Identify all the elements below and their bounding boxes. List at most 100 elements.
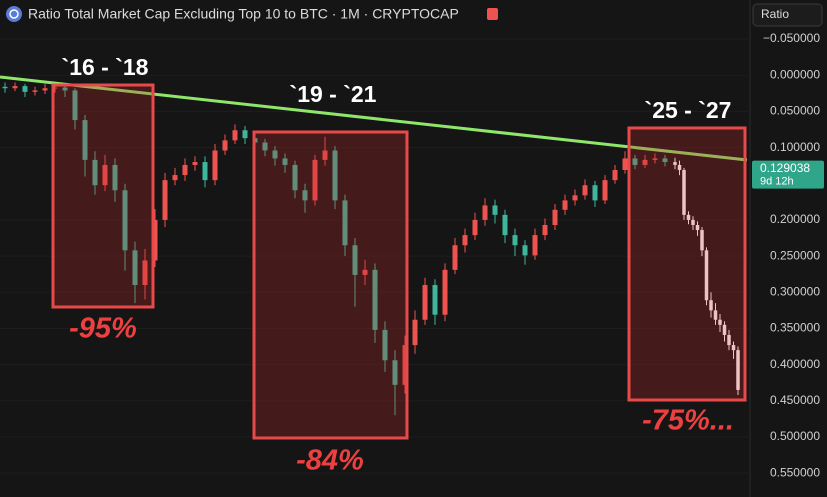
- period-box: [627, 126, 747, 402]
- last-price-tag: [752, 160, 824, 189]
- candle-body: [562, 200, 568, 210]
- candles: [2, 82, 740, 416]
- candle-body: [272, 150, 278, 159]
- candle-body: [412, 319, 418, 346]
- candle-body: [22, 86, 28, 92]
- y-tick-label: 0.200000: [770, 212, 820, 226]
- candle-body: [686, 214, 691, 220]
- candle-body: [552, 209, 558, 225]
- symbol-icon: [6, 6, 22, 22]
- candle-body: [192, 162, 198, 165]
- candle-body: [332, 150, 338, 201]
- y-tick-label: 0.000000: [770, 67, 820, 81]
- candle-body: [262, 142, 268, 151]
- change-label: -75%...: [642, 405, 734, 437]
- candle-body: [492, 205, 498, 215]
- y-tick-label: 0.500000: [770, 429, 820, 443]
- candle-body: [662, 158, 668, 163]
- candle-body: [704, 250, 709, 301]
- candle-body: [142, 260, 148, 286]
- candle-body: [162, 180, 168, 220]
- candle-body: [182, 164, 188, 176]
- candle-body: [52, 87, 58, 89]
- candle-body: [642, 159, 648, 165]
- candle-body: [542, 224, 548, 236]
- candle-body: [452, 245, 458, 270]
- candle-body: [612, 170, 618, 181]
- candle-body: [592, 185, 598, 201]
- candle-body: [112, 164, 118, 191]
- candle-body: [382, 329, 388, 361]
- candle-body: [12, 86, 18, 89]
- candle-body: [352, 245, 358, 275]
- candle-body: [82, 120, 88, 160]
- last-price-label: 0.129038: [760, 161, 810, 175]
- candle-body: [718, 319, 722, 325]
- candle-body: [673, 162, 677, 165]
- candle-body: [472, 219, 478, 236]
- candle-body: [512, 235, 518, 246]
- change-label: -95%: [69, 313, 137, 345]
- candle-body: [622, 158, 628, 171]
- y-tick-label: 0.250000: [770, 248, 820, 262]
- candle-body: [677, 164, 682, 171]
- candle-body: [222, 140, 228, 151]
- candle-body: [432, 285, 438, 315]
- candle-body: [202, 162, 208, 181]
- y-tick-label: 0.100000: [770, 140, 820, 154]
- trendline: [0, 75, 748, 162]
- candle-body: [532, 235, 538, 256]
- candle-body: [462, 235, 468, 246]
- candle-body: [312, 159, 318, 201]
- scale-button[interactable]: [752, 3, 823, 27]
- y-tick-label: −0.050000: [763, 31, 820, 45]
- candle-body: [2, 86, 8, 89]
- candle-body: [632, 158, 638, 165]
- candle-body: [292, 164, 298, 191]
- period-box: [51, 83, 155, 309]
- candle-body: [727, 334, 731, 346]
- candle-body: [42, 88, 48, 91]
- candle-body: [700, 230, 704, 251]
- candle-body: [132, 250, 138, 286]
- candle-body: [212, 150, 218, 181]
- boxes: [51, 83, 747, 440]
- candle-body: [102, 164, 108, 186]
- candle-body: [582, 185, 588, 196]
- candle-body: [709, 300, 713, 311]
- change-label: -84%: [296, 445, 364, 477]
- candle-body: [502, 214, 508, 236]
- candle-body: [322, 150, 328, 160]
- flag-icon[interactable]: [487, 8, 498, 20]
- candle-body: [722, 324, 727, 335]
- period-label: `25 - `27: [645, 97, 732, 123]
- symbol-icon-inner: [9, 9, 19, 19]
- y-tick-label: 0.400000: [770, 357, 820, 371]
- candle-body: [422, 285, 428, 320]
- y-tick-label: 0.550000: [770, 465, 820, 479]
- candle-body: [691, 219, 695, 225]
- candle-body: [442, 269, 448, 315]
- candle-body: [242, 130, 248, 139]
- candle-body: [392, 360, 398, 385]
- candle-body: [172, 175, 178, 181]
- period-label: `19 - `21: [290, 81, 377, 107]
- scale-button-label[interactable]: Ratio: [761, 7, 789, 21]
- candle-body: [372, 269, 378, 330]
- candle-body: [731, 345, 736, 351]
- candle-body: [736, 350, 740, 390]
- candle-body: [232, 130, 238, 141]
- candle-body: [32, 90, 38, 92]
- candle-body: [342, 200, 348, 246]
- grid: [0, 38, 750, 474]
- candle-body: [572, 195, 578, 201]
- candle-body: [682, 170, 686, 215]
- header-bg: [0, 0, 745, 28]
- chart-title: Ratio Total Market Cap Excluding Top 10 …: [28, 6, 459, 22]
- y-tick-label: 0.450000: [770, 393, 820, 407]
- candle-body: [72, 90, 78, 121]
- countdown-label: 9d 12h: [760, 175, 794, 187]
- candle-body: [92, 159, 98, 186]
- candle-body: [695, 224, 700, 231]
